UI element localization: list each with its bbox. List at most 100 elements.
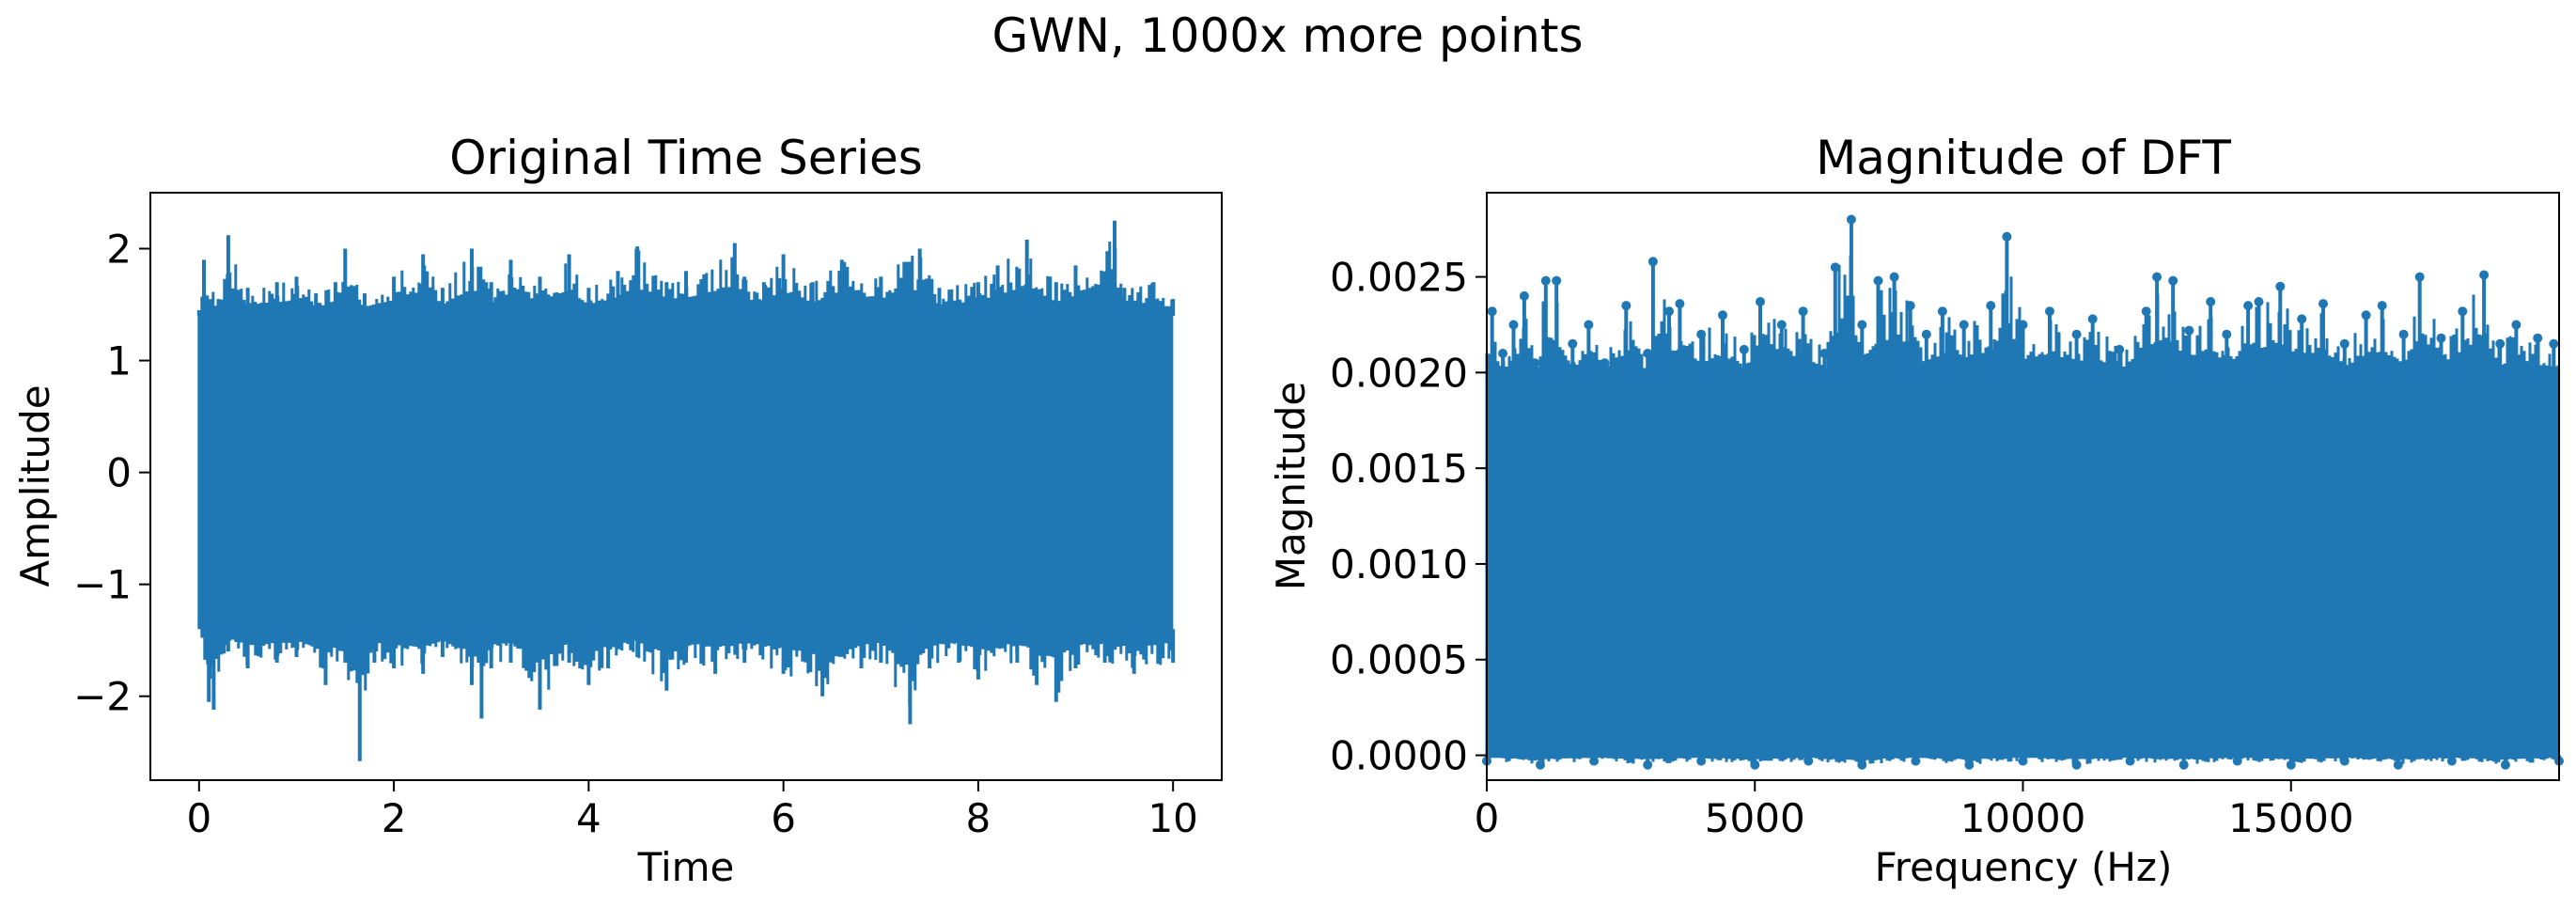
data-point-marker — [1756, 297, 1765, 306]
data-point-marker — [1519, 290, 1529, 301]
axes-frame — [149, 192, 1223, 781]
panel-dft-magnitude: Magnitude of DFT 0 5000 10000 15000 0.00000… — [1268, 131, 2564, 890]
data-point-marker — [1647, 257, 1658, 267]
data-point-marker — [1905, 301, 1915, 311]
data-point-marker — [1803, 756, 1814, 766]
x-axis: 0 5000 10000 15000 — [1475, 780, 2354, 841]
data-point-marker — [2377, 301, 2387, 311]
plot-area — [1482, 214, 2564, 770]
data-point-marker — [2115, 344, 2125, 354]
chart-title: Magnitude of DFT — [1816, 131, 2231, 185]
data-point-marker — [1600, 358, 1610, 368]
data-point-marker — [2458, 306, 2468, 317]
x-tick-label: 4 — [576, 795, 601, 841]
data-point-marker — [1540, 275, 1551, 286]
data-point-marker — [1664, 306, 1674, 317]
data-point-marker — [1846, 214, 1856, 225]
data-point-marker — [1536, 759, 1545, 770]
data-point-marker — [2152, 272, 2162, 282]
data-point-marker — [1568, 338, 1578, 349]
data-point-marker — [1643, 349, 1653, 358]
data-point-marker — [2549, 338, 2559, 349]
data-point-marker — [2018, 756, 2028, 766]
data-point-marker — [2168, 275, 2178, 286]
x-tick-label: 8 — [966, 795, 991, 841]
x-tick-label: 10000 — [1960, 795, 2086, 841]
data-point-marker — [2414, 272, 2425, 282]
x-tick-label: 5000 — [1705, 795, 1805, 841]
data-point-marker — [2002, 231, 2012, 242]
data-point-marker — [1830, 262, 1840, 273]
data-point-marker — [2184, 325, 2194, 336]
y-axis-label: Amplitude — [12, 384, 58, 587]
data-point-marker — [1857, 320, 1867, 330]
data-point-marker — [2361, 310, 2371, 321]
y-tick-label: 0.0010 — [1330, 541, 1468, 587]
data-point-marker — [1911, 756, 1921, 766]
data-point-marker — [2318, 299, 2328, 309]
data-point-marker — [1921, 329, 1931, 339]
x-axis-label: Time — [637, 844, 735, 890]
data-point-marker — [2511, 320, 2521, 330]
data-point-marker — [1873, 275, 1883, 286]
data-point-marker — [2071, 329, 2082, 339]
data-point-marker — [1964, 759, 1975, 770]
data-point-marker — [2297, 314, 2307, 324]
y-tick-label: 1 — [106, 338, 132, 384]
x-tick-label: 0 — [1475, 795, 1500, 841]
data-point-marker — [2479, 270, 2490, 280]
data-point-marker — [2446, 756, 2457, 766]
data-point-marker — [1675, 299, 1685, 309]
data-point-marker — [1487, 306, 1497, 317]
y-tick-label: −2 — [73, 674, 132, 720]
y-axis: 0.0000 0.0005 0.0010 0.0015 0.0020 0.0025 — [1330, 255, 1487, 779]
x-tick-label: 0 — [186, 795, 211, 841]
x-axis-label: Frequency (Hz) — [1875, 844, 2173, 890]
data-point-marker — [2087, 314, 2098, 324]
data-point-marker — [1857, 759, 1867, 770]
x-axis: 0 2 4 6 8 10 — [186, 780, 1198, 841]
data-point-marker — [2436, 333, 2446, 343]
data-point-marker — [1718, 310, 1727, 321]
y-tick-label: 0.0000 — [1330, 733, 1468, 779]
y-tick-label: 0.0005 — [1330, 637, 1468, 683]
x-tick-label: 2 — [382, 795, 407, 841]
plot-area — [196, 220, 1176, 761]
y-axis-label: Magnitude — [1268, 382, 1314, 591]
data-point-marker — [1986, 301, 1996, 311]
y-tick-label: 0.0020 — [1330, 350, 1468, 396]
data-point-marker — [1508, 320, 1519, 330]
data-point-marker — [1643, 759, 1653, 770]
y-tick-label: 0.0025 — [1330, 255, 1468, 301]
data-point-marker — [2125, 756, 2135, 766]
y-tick-label: 0.0015 — [1330, 446, 1468, 492]
data-point-marker — [2533, 333, 2543, 343]
y-tick-label: −1 — [73, 562, 132, 608]
data-point-marker — [1937, 306, 1947, 317]
data-point-marker — [2018, 320, 2028, 330]
data-point-marker — [1621, 301, 1631, 311]
data-point-marker — [1530, 358, 1540, 368]
data-point-marker — [1589, 756, 1600, 766]
data-point-marker — [2222, 329, 2232, 339]
data-point-marker — [2339, 338, 2350, 349]
data-point-marker — [1739, 344, 1749, 354]
data-point-marker — [1776, 320, 1787, 330]
data-point-marker — [2393, 759, 2403, 770]
data-point-marker — [1750, 759, 1760, 770]
data-point-marker — [2071, 759, 2082, 770]
data-point-marker — [2045, 306, 2054, 317]
panel-time-series: Original Time Series 0 2 4 6 8 10 −2 −1 0 1 2 Tim… — [12, 131, 1223, 890]
x-tick-label: 15000 — [2228, 795, 2354, 841]
chart-title: Original Time Series — [449, 131, 923, 185]
data-point-marker — [2254, 297, 2264, 306]
data-point-marker — [1889, 272, 1899, 282]
x-tick-label: 6 — [771, 795, 796, 841]
data-point-marker — [1552, 275, 1562, 286]
data-point-marker — [1696, 756, 1707, 766]
data-point-marker — [2500, 759, 2510, 770]
data-point-marker — [2495, 338, 2506, 349]
y-axis: −2 −1 0 1 2 — [73, 227, 150, 720]
data-point-marker — [1959, 320, 1969, 330]
